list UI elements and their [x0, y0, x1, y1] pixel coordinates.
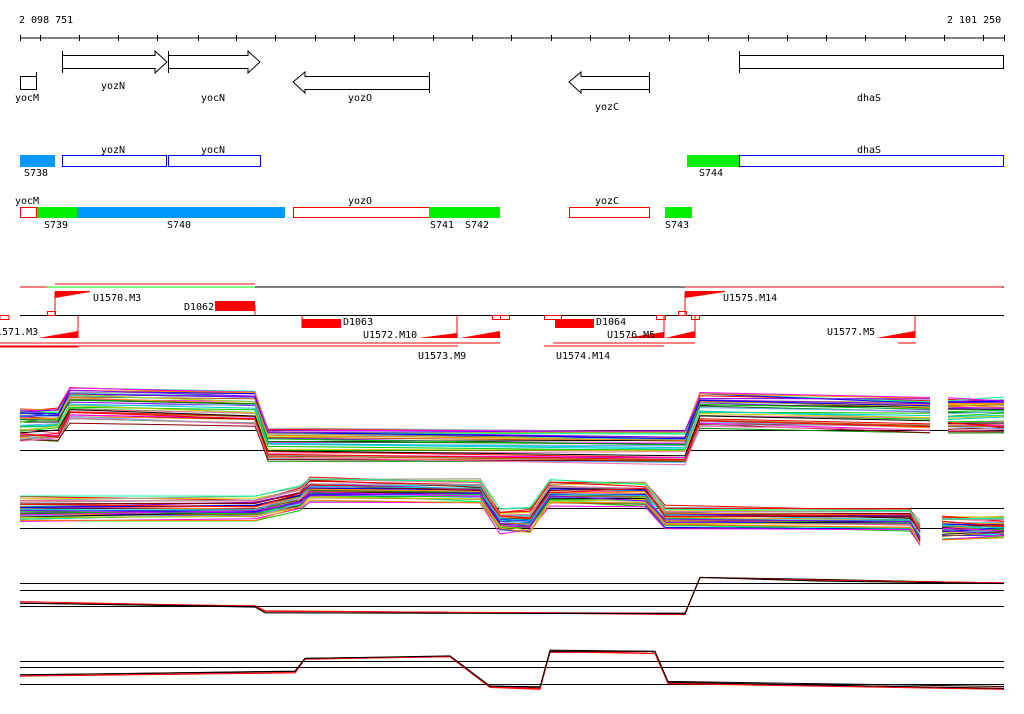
expression-profile-line — [19, 499, 1005, 545]
expression-profile-line — [19, 483, 1004, 530]
feature-D1062[interactable] — [215, 301, 255, 311]
segment-track — [20, 207, 692, 218]
segment-S743[interactable] — [665, 207, 692, 218]
segment-S738[interactable] — [20, 155, 55, 167]
transcript-label: dhaS — [857, 145, 881, 156]
segment-label: S739 — [44, 220, 68, 231]
expression-profile-line — [19, 403, 1005, 449]
expression-panel-3 — [19, 576, 1005, 616]
feature-label: D1064 — [596, 317, 626, 328]
feature-label: U1570.M3 — [93, 293, 141, 304]
gene-yocN[interactable] — [168, 49, 261, 75]
segment-yozO[interactable] — [293, 207, 430, 218]
feature-label: U1577.M5 — [827, 327, 875, 338]
feature-mark[interactable] — [460, 331, 500, 338]
expression-profile-line — [19, 649, 1005, 689]
expression-profile-line — [19, 650, 1005, 688]
transcript-yocN[interactable] — [168, 155, 261, 167]
segment-S740[interactable] — [77, 207, 285, 218]
gene-yocM[interactable] — [20, 76, 37, 90]
coordinate-ruler: 2 098 751 2 101 250 — [19, 15, 1005, 41]
transcript-dhaS[interactable] — [739, 155, 1004, 167]
expression-panels — [19, 386, 1005, 690]
segment-S744[interactable] — [687, 155, 739, 167]
expression-panel-4 — [19, 649, 1005, 690]
gene-yozO[interactable] — [292, 70, 430, 95]
expression-profile-line — [19, 389, 1005, 433]
segment-label: S744 — [699, 168, 723, 179]
gene-yozN[interactable] — [62, 49, 168, 75]
feature-marks — [38, 291, 915, 338]
expression-profile-line — [19, 651, 1005, 689]
segment-yocM[interactable] — [20, 207, 37, 218]
expression-profile-line — [19, 478, 1005, 526]
gene-dhaS[interactable] — [739, 55, 1004, 69]
gene-yozC[interactable] — [568, 70, 650, 95]
feature-track — [0, 283, 1004, 348]
feature-D1063[interactable] — [302, 319, 341, 328]
expression-panel-2 — [19, 476, 1005, 546]
expression-profile-line — [19, 576, 1005, 615]
feature-U1570.M3[interactable] — [55, 291, 90, 298]
segment-S739[interactable] — [37, 207, 77, 218]
feature-D1064[interactable] — [555, 319, 594, 328]
segment-label: S741 — [430, 220, 454, 231]
feature-U1571.M3[interactable] — [38, 331, 78, 338]
gene-label: yocN — [201, 93, 225, 104]
segment-S741-S742[interactable] — [429, 207, 500, 218]
feature-mark[interactable] — [665, 331, 695, 338]
expression-profile-line — [19, 488, 1005, 532]
expression-profile-line — [19, 411, 1005, 461]
gene-label: yozO — [348, 93, 372, 104]
segment-yozC[interactable] — [569, 207, 650, 218]
feature-label: U1575.M14 — [723, 293, 777, 304]
expression-panel-1 — [19, 386, 1005, 466]
expression-profile-line — [19, 576, 1005, 616]
expression-profile-line — [19, 576, 1005, 614]
feature-label: U1576.M5 — [607, 330, 655, 341]
gene-track — [20, 49, 1004, 95]
gene-label: yocM — [15, 93, 39, 104]
segment-gene-label: yozC — [595, 196, 619, 207]
segment-label: S738 — [24, 168, 48, 179]
feature-U1576.M5[interactable] — [625, 332, 664, 338]
feature-label: U1571.M3 — [0, 327, 38, 338]
feature-U1573.M9[interactable] — [418, 333, 457, 338]
gene-label: dhaS — [857, 93, 881, 104]
segment-label: S742 — [465, 220, 489, 231]
feature-label: D1063 — [343, 317, 373, 328]
expression-profile-line — [19, 405, 1005, 452]
feature-label: U1573.M9 — [418, 351, 466, 362]
segment-label: S740 — [167, 220, 191, 231]
segment-gene-label: yocM — [15, 196, 39, 207]
segment-label: S743 — [665, 220, 689, 231]
expression-profile-line — [19, 501, 1005, 546]
expression-profile-line — [19, 576, 1005, 614]
transcript-yozN[interactable] — [62, 155, 167, 167]
feature-label: D1062 — [184, 302, 214, 313]
feature-U1575.M14[interactable] — [685, 291, 725, 298]
transcript-track — [20, 155, 1004, 167]
expression-profile-line — [19, 484, 1005, 532]
feature-U1577.M5[interactable] — [876, 331, 915, 338]
transcript-label: yozN — [101, 145, 125, 156]
ruler-end-label: 2 101 250 — [947, 15, 1001, 26]
ruler-start-label: 2 098 751 — [19, 15, 73, 26]
gene-label: yozC — [595, 102, 619, 113]
segment-gene-label: yozO — [348, 196, 372, 207]
feature-label: U1572.M10 — [363, 330, 417, 341]
transcript-label: yocN — [201, 145, 225, 156]
expression-profile-line — [19, 492, 1005, 541]
gene-label: yozN — [101, 81, 125, 92]
feature-label: U1574.M14 — [556, 351, 610, 362]
